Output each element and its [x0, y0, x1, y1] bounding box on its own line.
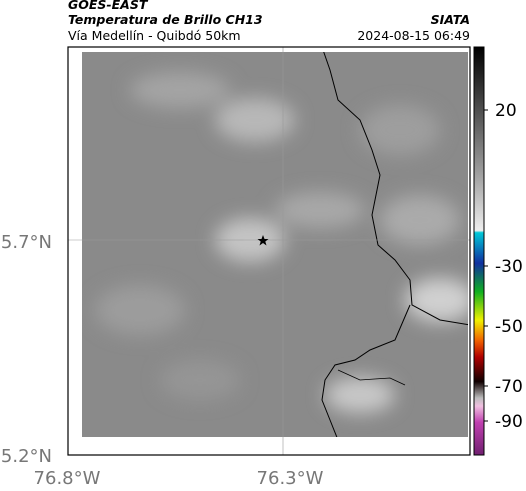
colorbar-label: -30 [495, 257, 523, 277]
lon-label: 76.3°W [257, 468, 324, 489]
datetime: 2024-08-15 06:49 [357, 28, 470, 43]
colorbar [473, 46, 485, 456]
source: GOES-EAST [68, 0, 149, 12]
map-frame [67, 46, 471, 456]
satellite-image [82, 52, 468, 437]
agency: SIATA [431, 12, 470, 27]
lat-label: 5.7°N [1, 232, 52, 253]
location-marker [257, 235, 269, 246]
lat-label: 5.2°N [1, 446, 52, 467]
colorbar-label: -70 [495, 377, 523, 397]
colorbar-label: -90 [495, 412, 523, 432]
subtitle: Vía Medellín - Quibdó 50km [68, 28, 241, 43]
colorbar-label: -50 [495, 317, 523, 337]
title: Temperatura de Brillo CH13 [68, 12, 263, 27]
lon-label: 76.8°W [34, 468, 101, 489]
colorbar-label: 20 [495, 101, 517, 121]
colorbar-ticks: 20 -30 -50 -70 -90 [484, 101, 523, 432]
